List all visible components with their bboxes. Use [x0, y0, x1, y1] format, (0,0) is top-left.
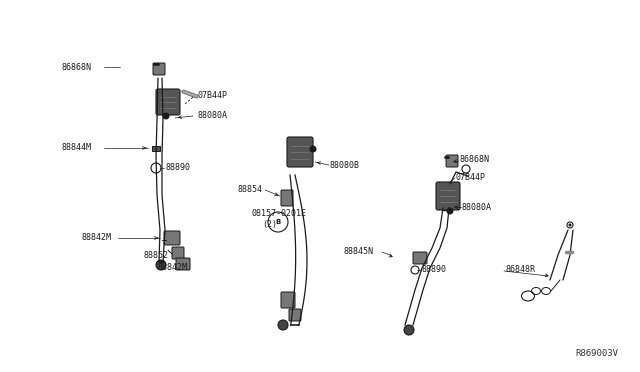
FancyBboxPatch shape: [436, 182, 460, 210]
Circle shape: [156, 260, 166, 270]
Circle shape: [568, 224, 572, 227]
Text: 86868N: 86868N: [62, 62, 92, 71]
Text: 88842M: 88842M: [158, 263, 188, 273]
Text: 07B44P: 07B44P: [197, 90, 227, 99]
Text: 88080A: 88080A: [197, 110, 227, 119]
Circle shape: [310, 145, 317, 153]
Text: 88890: 88890: [165, 164, 190, 173]
Text: 88890: 88890: [422, 266, 447, 275]
FancyBboxPatch shape: [153, 63, 165, 75]
FancyBboxPatch shape: [289, 309, 301, 321]
Text: B: B: [275, 219, 280, 225]
Text: 88080A: 88080A: [462, 202, 492, 212]
Text: 88845N: 88845N: [344, 247, 374, 257]
Text: 88842M: 88842M: [82, 234, 112, 243]
FancyBboxPatch shape: [281, 292, 295, 308]
Circle shape: [404, 325, 414, 335]
Circle shape: [447, 208, 454, 215]
Circle shape: [163, 112, 170, 119]
FancyBboxPatch shape: [172, 247, 184, 259]
Text: 88852: 88852: [144, 250, 169, 260]
FancyBboxPatch shape: [287, 137, 313, 167]
FancyBboxPatch shape: [164, 231, 180, 245]
FancyBboxPatch shape: [446, 155, 458, 167]
Text: 88080B: 88080B: [330, 160, 360, 170]
Text: R869003V: R869003V: [575, 349, 618, 358]
Text: 88844M: 88844M: [62, 144, 92, 153]
Text: 86848R: 86848R: [505, 266, 535, 275]
Circle shape: [278, 320, 288, 330]
FancyBboxPatch shape: [156, 89, 180, 115]
FancyBboxPatch shape: [281, 190, 293, 206]
Text: 88854: 88854: [238, 186, 263, 195]
Text: (2): (2): [262, 221, 277, 230]
FancyBboxPatch shape: [176, 258, 190, 270]
Bar: [152, 145, 160, 151]
Text: 08157-0201E: 08157-0201E: [252, 208, 307, 218]
Text: 07B44P: 07B44P: [456, 173, 486, 183]
FancyBboxPatch shape: [413, 252, 427, 264]
Text: 86868N: 86868N: [460, 155, 490, 164]
